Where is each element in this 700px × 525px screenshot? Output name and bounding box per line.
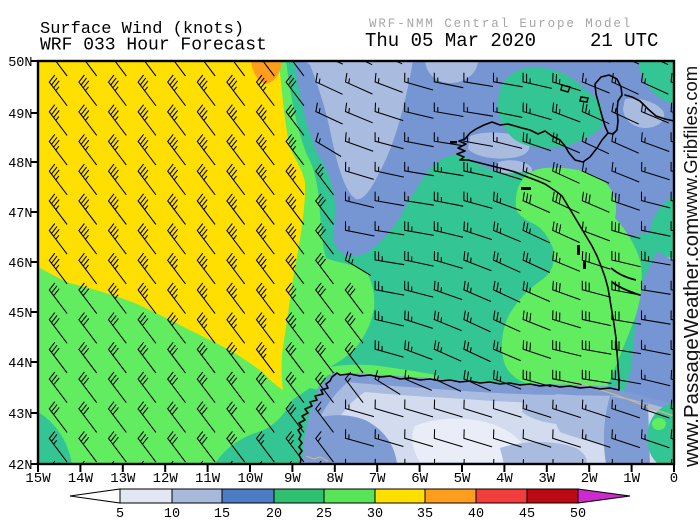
svg-text:2W: 2W <box>581 471 598 487</box>
svg-text:25: 25 <box>316 507 332 522</box>
svg-text:35: 35 <box>417 507 433 522</box>
svg-text:Thu 05 Mar 2020: Thu 05 Mar 2020 <box>365 30 536 52</box>
svg-text:www.Gribfiles.com: www.Gribfiles.com <box>680 66 700 219</box>
svg-text:44N: 44N <box>8 357 32 372</box>
svg-text:3W: 3W <box>538 471 555 487</box>
svg-text:7W: 7W <box>369 471 386 487</box>
svg-text:49N: 49N <box>8 108 32 123</box>
svg-text:45: 45 <box>519 507 535 522</box>
svg-text:15W: 15W <box>25 471 51 487</box>
svg-text:30: 30 <box>367 507 383 522</box>
svg-text:15: 15 <box>214 507 230 522</box>
svg-text:0: 0 <box>670 471 678 487</box>
svg-text:WRF 033 Hour Forecast: WRF 033 Hour Forecast <box>40 36 267 56</box>
svg-text:45N: 45N <box>8 307 32 322</box>
svg-text:50: 50 <box>570 507 586 522</box>
svg-text:www.PassageWeather.com: www.PassageWeather.com <box>680 218 700 468</box>
svg-text:46N: 46N <box>8 257 32 272</box>
svg-text:50N: 50N <box>8 56 32 71</box>
svg-text:48N: 48N <box>8 157 32 172</box>
svg-text:42N: 42N <box>8 459 32 474</box>
svg-text:6W: 6W <box>411 471 428 487</box>
svg-text:10W: 10W <box>237 471 263 487</box>
svg-text:40: 40 <box>468 507 484 522</box>
svg-text:43N: 43N <box>8 408 32 423</box>
svg-text:5W: 5W <box>454 471 471 487</box>
svg-text:21 UTC: 21 UTC <box>590 30 658 52</box>
svg-text:20: 20 <box>266 507 282 522</box>
svg-text:12W: 12W <box>153 471 179 487</box>
svg-text:9W: 9W <box>284 471 301 487</box>
svg-text:10: 10 <box>164 507 180 522</box>
svg-text:1W: 1W <box>623 471 640 487</box>
svg-text:8W: 8W <box>326 471 343 487</box>
svg-text:WRF-NMM Central Europe Model: WRF-NMM Central Europe Model <box>369 17 632 31</box>
svg-text:11W: 11W <box>195 471 221 487</box>
svg-text:5: 5 <box>116 507 124 522</box>
svg-text:14W: 14W <box>68 471 94 487</box>
svg-text:13W: 13W <box>110 471 136 487</box>
svg-text:Surface Wind (knots): Surface Wind (knots) <box>40 20 244 39</box>
svg-text:4W: 4W <box>496 471 513 487</box>
svg-text:47N: 47N <box>8 207 32 222</box>
